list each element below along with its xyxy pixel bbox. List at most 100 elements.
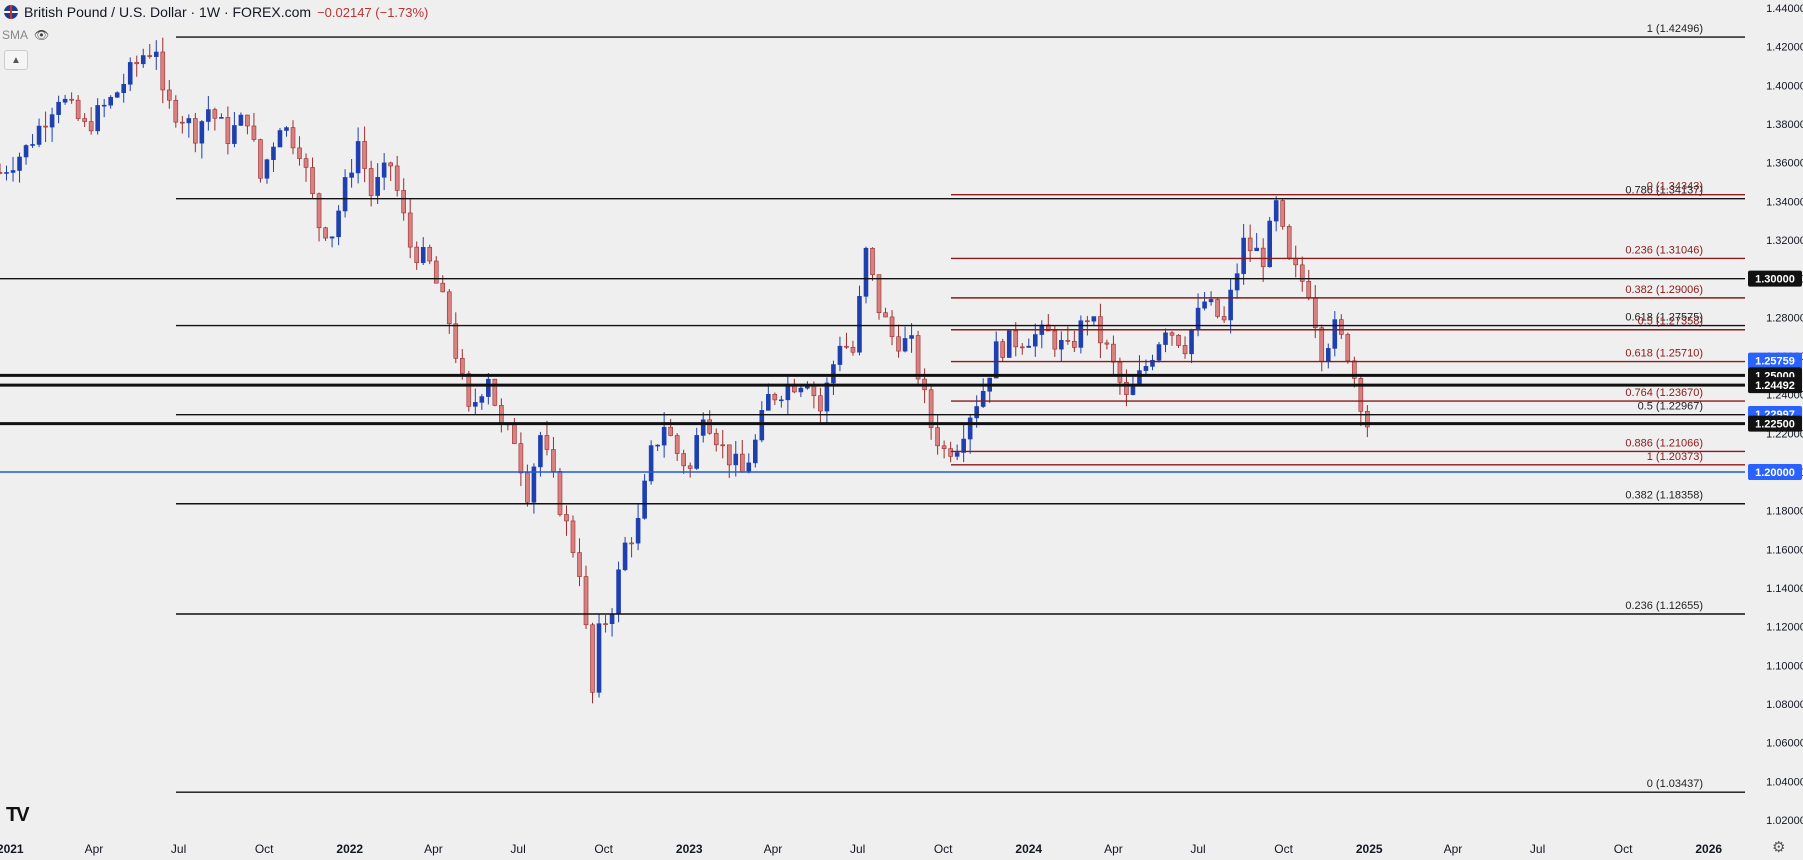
candle-body [1273, 200, 1279, 222]
gear-icon[interactable]: ⚙ [1772, 839, 1786, 856]
time-tick-label: Oct [934, 842, 953, 856]
price-badge-label: 1.24492 [1755, 380, 1795, 392]
candle-body [525, 472, 530, 503]
candle-body [1352, 360, 1357, 379]
price-tick-label: 1.16000 [1766, 544, 1803, 556]
candle-body [75, 99, 81, 119]
candle-body [180, 121, 185, 124]
level-label: 0.786 (1.34137) [1625, 185, 1703, 197]
time-tick-label: Jul [171, 842, 186, 856]
level-label: 0.5 (1.22967) [1638, 401, 1703, 413]
candle-body [512, 423, 517, 444]
candle-body [193, 118, 198, 144]
candle-body [948, 448, 953, 457]
fib-level-label: 0.764 (1.23670) [1625, 387, 1703, 399]
candle-body [433, 260, 439, 284]
candle-body [713, 432, 719, 446]
candle-body [251, 125, 257, 140]
time-tick-label: Oct [1614, 842, 1633, 856]
time-tick-label: Oct [594, 842, 613, 856]
candle-body [1202, 301, 1207, 309]
price-badge-label: 1.22500 [1755, 419, 1795, 431]
candle-body [466, 373, 472, 407]
candle-body [82, 118, 87, 122]
candle-body [818, 395, 823, 412]
candle-body [368, 168, 374, 196]
candle-body [1072, 340, 1077, 348]
candle-body [609, 613, 615, 625]
price-badge-label: 1.20000 [1755, 467, 1795, 479]
candle-body [1150, 359, 1155, 367]
candle-body [570, 520, 576, 553]
candle-body [49, 114, 55, 128]
candle-body [453, 323, 459, 359]
candle-body [577, 552, 582, 577]
candle-body [219, 117, 224, 119]
candle-body [238, 114, 244, 126]
candle-body [17, 156, 22, 171]
candle-body [69, 98, 74, 101]
candle-body [1221, 316, 1227, 321]
candle-body [687, 465, 693, 469]
candle-body [225, 117, 231, 144]
eye-slash-icon[interactable]: 👁 [34, 28, 50, 42]
candle-body [127, 62, 133, 85]
candle-body [1247, 237, 1253, 252]
candle-body [329, 236, 335, 239]
price-tick-label: 1.42000 [1766, 42, 1803, 54]
tradingview-logo[interactable]: TV [6, 804, 30, 826]
level-label: 0.618 (1.27575) [1625, 312, 1703, 324]
candle-body [1339, 319, 1344, 335]
candle-body [473, 402, 478, 407]
candle-body [837, 345, 843, 365]
candle-body [700, 419, 706, 436]
candle-body [733, 453, 739, 466]
candle-body [1124, 381, 1129, 395]
indicator-legend[interactable]: SMA 👁 [2, 28, 49, 42]
candle-body [1111, 343, 1116, 363]
time-tick-label: Jul [850, 842, 865, 856]
candle-body [518, 443, 524, 474]
candle-body [1208, 299, 1214, 303]
candle-body [889, 316, 895, 338]
symbol-title[interactable]: British Pound / U.S. Dollar · 1W · FOREX… [24, 4, 312, 20]
time-tick-label: 2022 [336, 842, 363, 856]
candle-body [394, 165, 400, 191]
time-tick-label: Apr [85, 842, 104, 856]
candle-body [1182, 345, 1188, 355]
candle-body [1215, 299, 1220, 317]
candle-body [928, 389, 934, 428]
candle-body [414, 246, 420, 263]
price-tick-label: 1.28000 [1766, 312, 1803, 324]
candle-body [993, 341, 999, 379]
candle-body [1019, 346, 1025, 349]
candle-body [1306, 280, 1312, 299]
candle-body [1254, 247, 1259, 252]
price-axis[interactable]: 1.44000 1.42000 1.40000 1.38000 1.36000 1.340… [1748, 3, 1803, 827]
candle-body [316, 193, 322, 229]
time-tick-label: Apr [424, 842, 443, 856]
candle-body [1059, 340, 1064, 350]
time-tick-label: Oct [1274, 842, 1293, 856]
time-tick-label: Apr [764, 842, 783, 856]
candle-body [1234, 273, 1240, 291]
candle-body [1267, 220, 1272, 268]
candle-body [622, 542, 628, 571]
indicator-name[interactable]: SMA [2, 28, 29, 42]
candle-body [1280, 200, 1286, 227]
chevron-up-icon[interactable]: ▲ [4, 50, 28, 70]
time-axis[interactable]: 2021 Apr Jul Oct 2022 Apr Jul Oct 2023 Apr Jul Oct 2… [0, 842, 1722, 856]
candle-body [681, 453, 686, 467]
candle-body [10, 170, 16, 173]
candle-body [538, 435, 543, 468]
candle-body [206, 109, 211, 122]
candle-body [1137, 370, 1142, 385]
candle-body [551, 449, 556, 472]
candle-body [779, 399, 784, 402]
candle-body [1228, 289, 1233, 321]
candle-body [420, 247, 426, 263]
candle-body [720, 444, 726, 447]
price-badge [1748, 464, 1802, 480]
candle-body [1156, 344, 1162, 361]
